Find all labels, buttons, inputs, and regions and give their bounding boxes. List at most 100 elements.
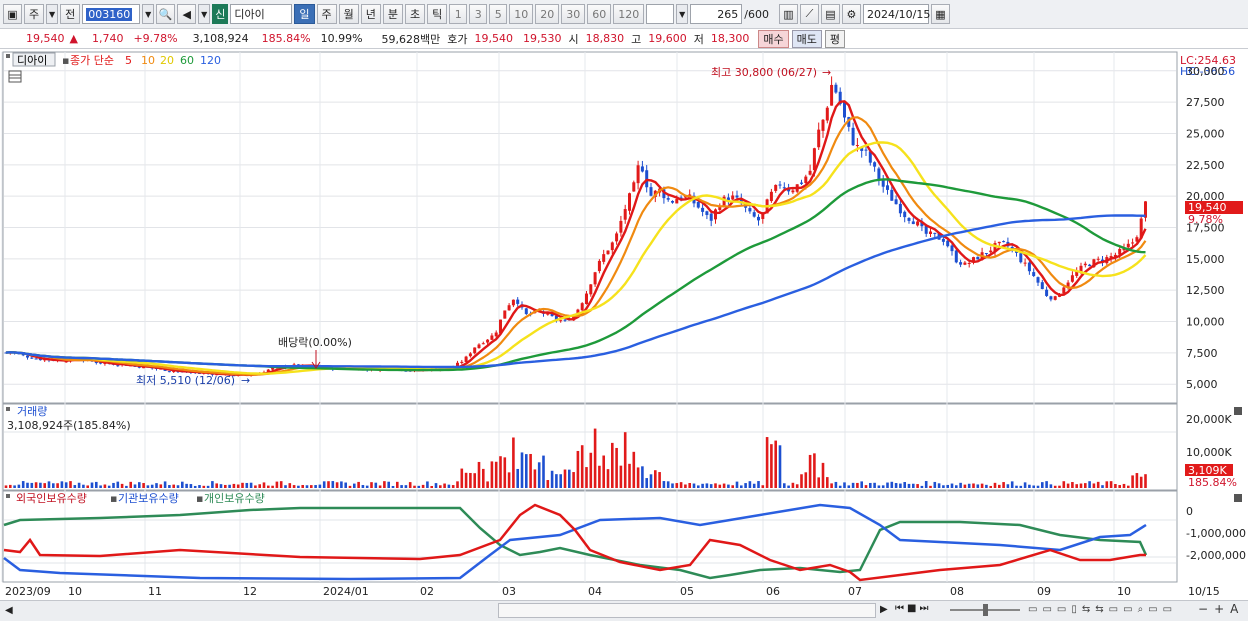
volume-bar [181, 481, 184, 488]
volume-bar [542, 455, 545, 488]
candle-body [580, 303, 584, 311]
interval-5-button[interactable]: 5 [489, 4, 508, 24]
first-icon[interactable]: ⏮ [895, 603, 904, 614]
view-3-icon[interactable]: ▭ [1056, 604, 1067, 615]
volume-bar [120, 483, 124, 488]
custom-interval-input[interactable] [646, 4, 675, 24]
view-6-icon[interactable]: ⇆ [1095, 604, 1104, 615]
candle-body [722, 196, 726, 207]
ma-legend-60: 60 [180, 54, 194, 67]
view-8-icon[interactable]: ▭ [1123, 604, 1133, 615]
volume-bar [692, 483, 696, 488]
prev-button[interactable]: 전 [60, 4, 81, 24]
candle-body [959, 262, 963, 265]
zoom-in-icon[interactable]: + [1214, 602, 1225, 616]
interval-120-button[interactable]: 120 [613, 4, 645, 24]
chevron-down-icon[interactable]: ▼ [46, 4, 59, 24]
calendar-icon[interactable]: ▦ [930, 4, 950, 24]
stop-icon[interactable]: ■ [907, 603, 917, 614]
period-minute-button[interactable]: 분 [382, 4, 403, 24]
period-label: 분 [387, 8, 398, 21]
maximize-icon[interactable] [1234, 407, 1242, 415]
volume-bar [1045, 481, 1048, 488]
view-7-icon[interactable]: ▭ [1108, 604, 1119, 615]
view-11-icon[interactable]: ▭ [1162, 604, 1173, 615]
period-week-button[interactable]: 주 [316, 4, 337, 24]
window-menu-icon[interactable]: ▣ [3, 4, 22, 24]
volume-bar [95, 481, 98, 488]
zoom-slider-handle[interactable] [983, 604, 988, 616]
view-4-icon[interactable]: ▯ [1071, 604, 1077, 615]
last-icon[interactable]: ⏭ [919, 603, 929, 614]
price-tag-value: 19,540 [1188, 201, 1227, 214]
period-second-button[interactable]: 초 [405, 4, 426, 24]
save-icon[interactable]: ▤ [820, 4, 840, 24]
speaker-dropdown-icon[interactable]: ▼ [198, 4, 211, 24]
view-9-icon[interactable]: ⌕ [1137, 604, 1144, 615]
interval-10-button[interactable]: 10 [509, 4, 534, 24]
volume-bar [163, 481, 167, 488]
candle-body [1139, 218, 1143, 239]
volume-bar [804, 472, 808, 488]
candle-body [967, 263, 971, 265]
code-dropdown-icon[interactable]: ▼ [142, 4, 155, 24]
period-day-button[interactable]: 일 [294, 4, 315, 24]
view-2-icon[interactable]: ▭ [1042, 604, 1052, 615]
zoom-out-icon[interactable]: − [1198, 602, 1209, 616]
volume-bar [168, 485, 171, 488]
period-tick-button[interactable]: 틱 [427, 4, 448, 24]
view-10-icon[interactable]: ▭ [1148, 604, 1158, 615]
price-tick-label: 12,500 [1186, 284, 1225, 297]
period-month-button[interactable]: 월 [338, 4, 359, 24]
view-1-icon[interactable]: ▭ [1028, 604, 1038, 615]
font-icon[interactable]: A [1230, 602, 1239, 616]
period-year-button[interactable]: 년 [360, 4, 381, 24]
stock-chart[interactable]: 디아이 ▪ 종가 단순 5 10 20 60 120 LC:254.63 HC:… [0, 50, 1248, 600]
chart-tools-icon[interactable]: ▥ [778, 4, 798, 24]
volume-bar [615, 447, 618, 488]
volume-bar [64, 482, 68, 488]
table-view-icon[interactable] [8, 70, 22, 83]
scroll-left-icon[interactable]: ◀ [5, 605, 13, 616]
trend-line-icon[interactable]: ⟋ [799, 4, 819, 24]
interval-3-button[interactable]: 3 [469, 4, 488, 24]
up-arrow-icon: ▲ [69, 32, 78, 45]
sell-button[interactable]: 매도 [791, 29, 822, 48]
candle-body [546, 313, 550, 315]
buy-button[interactable]: 매수 [758, 29, 789, 48]
maximize-icon[interactable] [1234, 494, 1242, 502]
date-input[interactable]: 2024/10/15 [862, 4, 930, 24]
volume-bar [924, 481, 928, 488]
count-input[interactable]: 265 [690, 4, 743, 24]
candle-body [950, 245, 954, 252]
candle-body [563, 319, 567, 321]
candle-body [701, 207, 705, 212]
interval-30-button[interactable]: 30 [561, 4, 586, 24]
panel-tag-box[interactable] [12, 52, 56, 67]
candle-body [881, 178, 885, 187]
vol-tick-10000k: 10,000K [1186, 446, 1232, 459]
candle-body [4, 352, 8, 354]
stock-code-input[interactable]: 003160 [82, 4, 141, 24]
interval-20-button[interactable]: 20 [535, 4, 560, 24]
interval-dropdown-icon[interactable]: ▼ [676, 4, 689, 24]
scroll-right-icon[interactable]: ▶ [880, 604, 888, 615]
balance-button[interactable]: 평 [824, 29, 846, 48]
volume-bar [735, 481, 739, 488]
search-icon[interactable]: 🔍 [156, 4, 176, 24]
volume-bar [649, 474, 653, 488]
gear-icon[interactable]: ⚙ [841, 4, 861, 24]
interval-1-button[interactable]: 1 [449, 4, 468, 24]
interval-60-button[interactable]: 60 [587, 4, 612, 24]
candle-body [890, 189, 894, 201]
view-5-icon[interactable]: ⇆ [1081, 604, 1091, 615]
volume-bar [955, 485, 958, 488]
volume-bar [972, 483, 975, 488]
period-type-button[interactable]: 주 [24, 4, 45, 24]
low-label: 저 [693, 32, 704, 46]
stock-name-field[interactable]: 디아이 [230, 4, 293, 24]
candle-body [679, 197, 683, 199]
scrollbar-thumb[interactable] [498, 603, 876, 618]
speaker-icon[interactable]: ◀ [177, 4, 197, 24]
volume-bar [103, 484, 107, 488]
